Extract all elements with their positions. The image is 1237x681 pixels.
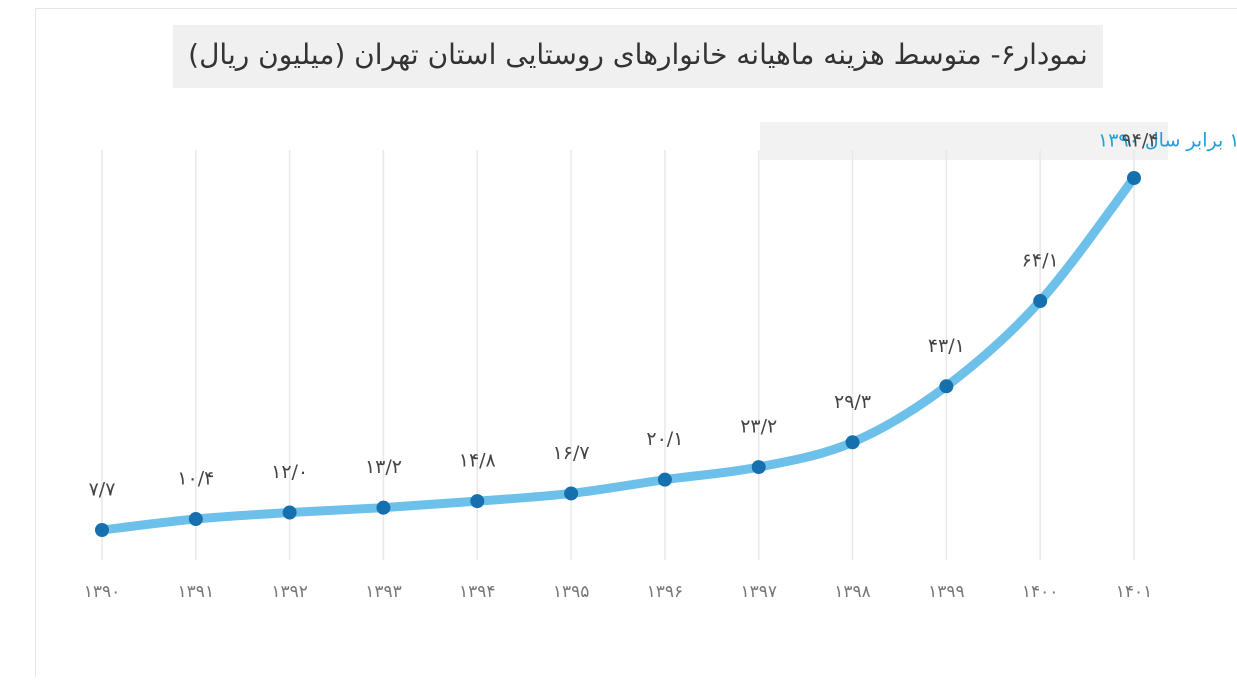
marker bbox=[376, 501, 390, 515]
x-tick-label: ۱۴۰۰ bbox=[1022, 582, 1059, 602]
annotation: بیش از ۱۲ برابر سال ۱۳۹۰ bbox=[1098, 130, 1237, 152]
data-label: ۲۰/۱ bbox=[646, 428, 683, 450]
x-tick-label: ۱۳۹۲ bbox=[271, 582, 308, 602]
marker bbox=[283, 506, 297, 520]
marker bbox=[1127, 171, 1141, 185]
data-label: ۴۳/۱ bbox=[928, 335, 965, 357]
x-tick-label: ۱۳۹۶ bbox=[647, 582, 684, 602]
marker bbox=[846, 435, 860, 449]
marker bbox=[95, 523, 109, 537]
x-tick-label: ۱۳۹۷ bbox=[740, 582, 777, 602]
x-tick-label: ۱۳۹۱ bbox=[178, 582, 215, 602]
x-tick-label: ۱۴۰۱ bbox=[1116, 582, 1153, 602]
data-label: ۲۹/۳ bbox=[834, 391, 871, 413]
x-tick-label: ۱۳۹۵ bbox=[553, 582, 590, 602]
data-label: ۱۲/۰ bbox=[271, 461, 308, 483]
data-label: ۹۴/۴ bbox=[1121, 130, 1158, 152]
marker bbox=[752, 460, 766, 474]
data-label: ۶۴/۱ bbox=[1022, 250, 1059, 272]
chart-title: نمودار۶- متوسط هزینه ماهیانه خانوارهای ر… bbox=[188, 38, 1088, 71]
data-label: ۱۰/۴ bbox=[177, 468, 214, 490]
marker bbox=[658, 473, 672, 487]
marker bbox=[1033, 294, 1047, 308]
data-label: ۱۶/۷ bbox=[553, 442, 590, 464]
marker bbox=[939, 379, 953, 393]
marker bbox=[470, 494, 484, 508]
x-tick-label: ۱۳۹۸ bbox=[834, 582, 871, 602]
x-tick-label: ۱۳۹۰ bbox=[84, 582, 121, 602]
data-label: ۱۳/۲ bbox=[365, 456, 402, 478]
x-tick-label: ۱۳۹۳ bbox=[365, 582, 402, 602]
data-label: ۲۳/۲ bbox=[740, 416, 777, 438]
data-label: ۱۴/۸ bbox=[459, 450, 496, 472]
marker bbox=[564, 486, 578, 500]
data-label: ۷/۷ bbox=[89, 479, 116, 501]
chart-frame bbox=[36, 9, 1237, 678]
line bbox=[102, 178, 1134, 530]
marker bbox=[189, 512, 203, 526]
x-tick-label: ۱۳۹۴ bbox=[459, 582, 496, 602]
x-tick-label: ۱۳۹۹ bbox=[928, 582, 965, 602]
